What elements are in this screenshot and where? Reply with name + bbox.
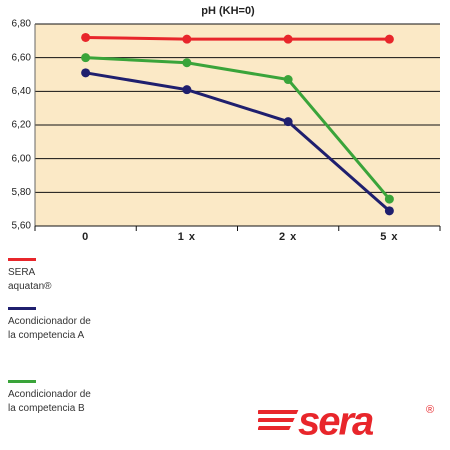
x-tick-label: 0 — [82, 231, 89, 243]
legend-label: SERA aquatan® — [8, 267, 52, 292]
y-tick-label: 6,60 — [12, 52, 32, 63]
series-line — [85, 56, 391, 201]
logo-text: sera — [298, 400, 374, 444]
data-point — [283, 34, 293, 44]
y-tick-label: 6,20 — [12, 120, 32, 131]
legend-swatch — [8, 380, 36, 383]
legend-swatch — [8, 258, 36, 261]
legend-label: Acondicionador de la competencia A — [8, 316, 91, 341]
y-tick-label: 6,80 — [12, 19, 32, 30]
series-line — [85, 71, 391, 212]
data-point — [283, 117, 293, 127]
chart-title: pH (KH=0) — [201, 5, 255, 17]
x-tick-label: 5 x — [380, 231, 398, 243]
data-point — [81, 32, 91, 42]
data-point — [384, 194, 394, 204]
x-tick-label: 2 x — [279, 231, 297, 243]
chart: pH (KH=0) 5,60 5,80 6,00 6,20 6,40 6,60 6,80 0 1… — [12, 5, 441, 243]
data-point — [81, 68, 91, 78]
logo-mark: ® — [426, 404, 434, 416]
data-point — [182, 58, 192, 68]
legend-label: Acondicionador de la competencia B — [8, 389, 91, 414]
logo-swoosh — [258, 410, 299, 430]
data-point — [283, 75, 293, 85]
y-tick-label: 6,00 — [12, 153, 32, 164]
y-tick-label: 5,60 — [12, 221, 32, 232]
data-point — [182, 34, 192, 44]
data-point — [182, 85, 192, 95]
data-point — [81, 53, 91, 63]
y-tick-label: 6,40 — [12, 86, 32, 97]
data-point — [384, 34, 394, 44]
x-tick-label: 1 x — [178, 231, 196, 243]
legend-swatch — [8, 307, 36, 310]
y-tick-label: 5,80 — [12, 187, 32, 198]
data-point — [384, 206, 394, 216]
logo: sera ® — [258, 400, 434, 444]
series-line — [85, 35, 390, 41]
